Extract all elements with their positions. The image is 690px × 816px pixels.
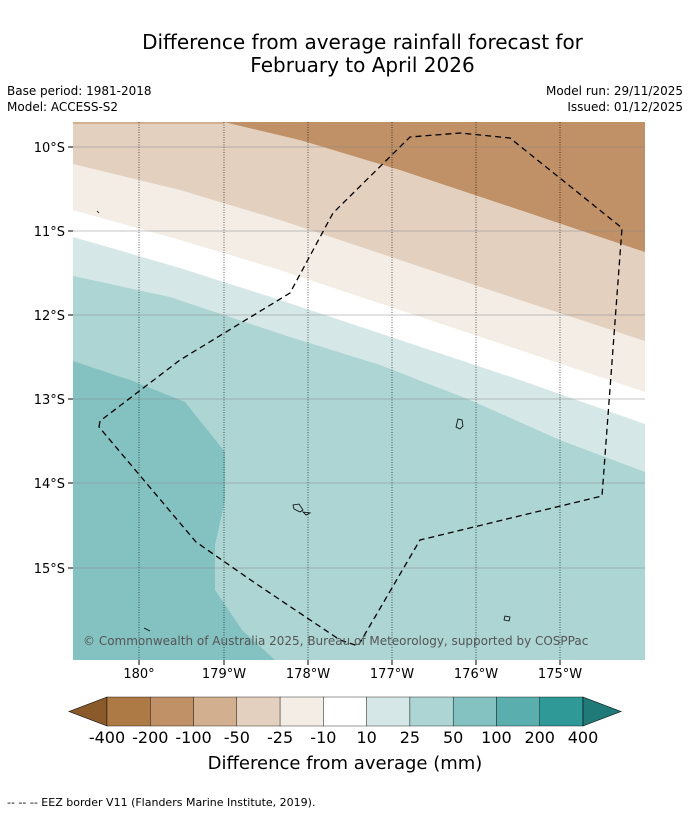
longitude-labels: 180° 179°W 178°W 177°W 176°W 175°W (123, 667, 582, 682)
colorbar-swatch (452, 696, 497, 727)
colorbar-swatch (323, 696, 367, 727)
island-e (96, 210, 100, 214)
title-line-1: Difference from average rainfall forecas… (142, 30, 583, 54)
islands (96, 210, 511, 632)
island-a (455, 418, 464, 430)
latitude-labels: 10°S 11°S 12°S 13°S 14°S 15°S (34, 141, 65, 577)
longitude-label: 178°W (286, 667, 330, 682)
colorbar-tick-label: -200 (132, 728, 169, 747)
longitude-label: 180° (123, 667, 154, 682)
island-c (301, 511, 312, 516)
title-line-2: February to April 2026 (250, 53, 475, 77)
eez-border (98, 132, 623, 647)
colorbar-swatch (279, 696, 324, 727)
colorbar-tick-label: -400 (88, 728, 126, 747)
latitude-ticks (68, 146, 73, 569)
latitude-label: 14°S (34, 477, 65, 492)
latitude-label: 15°S (34, 562, 65, 577)
band-minus100-minus200 (73, 122, 645, 252)
colorbar-swatch (496, 696, 540, 727)
island-f (143, 627, 151, 632)
colorbar-swatch (366, 696, 411, 727)
colorbar-tick-label: 200 (524, 728, 555, 747)
longitude-label: 177°W (370, 667, 414, 682)
island-d (503, 615, 511, 622)
latitude-label: 13°S (34, 393, 65, 408)
colorbar-tick-label: 10 (356, 728, 377, 747)
colorbar-tick-label: -10 (310, 728, 337, 747)
colorbar-tick-label: -25 (267, 728, 294, 747)
longitude-label: 175°W (538, 667, 582, 682)
colorbar-swatch (409, 696, 454, 727)
longitude-label: 179°W (202, 667, 246, 682)
longitude-label: 176°W (454, 667, 498, 682)
base-period-text: Base period: 1981-2018 (7, 84, 152, 98)
colorbar-tick-label: -100 (175, 728, 212, 747)
band-edge (73, 122, 224, 124)
colorbar-swatch (106, 696, 151, 727)
model-text: Model: ACCESS-S2 (7, 100, 119, 114)
metadata-left: Base period: 1981-2018 Model: ACCESS-S2 (7, 83, 152, 115)
colorbar-extend-low (68, 696, 108, 727)
colorbar-label: Difference from average (mm) (207, 753, 483, 774)
footnote: -- -- -- EEZ border V11 (Flanders Marine… (7, 796, 316, 809)
colorbar-swatch (539, 696, 584, 727)
model-run-text: Model run: 29/11/2025 (545, 84, 683, 98)
colorbar-swatch (236, 696, 281, 727)
map-title: Difference from average rainfall forecas… (0, 31, 690, 77)
colorbar-tick-label: 400 (567, 728, 599, 747)
latitude-label: 12°S (34, 309, 65, 324)
graticule (138, 122, 561, 660)
band-50-100 (73, 361, 275, 660)
latitude-label: 11°S (34, 225, 65, 240)
issued-text: Issued: 01/12/2025 (567, 100, 683, 114)
island-b (292, 503, 304, 513)
colorbar-extend-high (582, 696, 622, 727)
colorbar-tick-label: 25 (399, 728, 421, 747)
colorbar (68, 696, 622, 727)
latitude-label: 10°S (34, 141, 65, 156)
metadata-right: Model run: 29/11/2025 Issued: 01/12/2025 (546, 83, 683, 115)
colorbar-tick-label: -50 (223, 728, 250, 747)
colorbar-swatch (193, 696, 238, 727)
colorbar-swatch (150, 696, 194, 727)
copyright-text: © Commonwealth of Australia 2025, Bureau… (83, 634, 588, 648)
rainfall-fill-bands (73, 122, 645, 660)
parallels (73, 146, 645, 569)
colorbar-tick-label: 100 (481, 728, 512, 747)
colorbar-tick-label: 50 (442, 728, 464, 747)
longitude-ticks (138, 660, 561, 665)
